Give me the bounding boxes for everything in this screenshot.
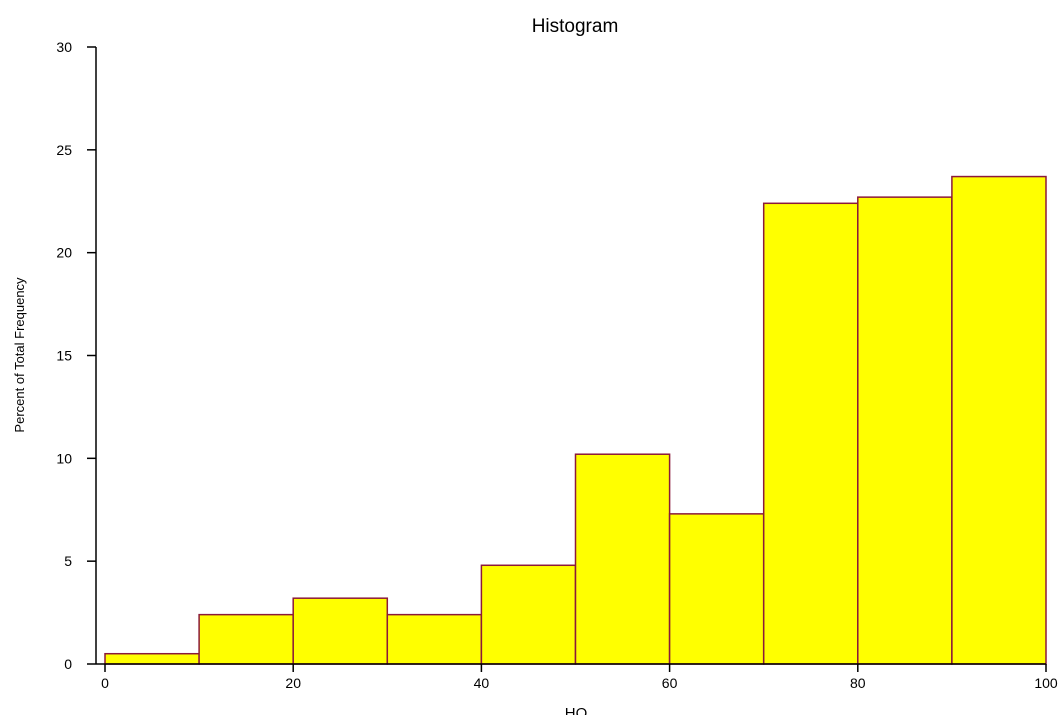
axes-group: 0 5 10 15 20 25 30 0 20 40 60 80 100 <box>56 39 1057 691</box>
x-tick-label: 20 <box>285 675 301 691</box>
x-tick-label: 100 <box>1034 675 1058 691</box>
y-tick-label: 5 <box>64 553 72 569</box>
chart-title: Histogram <box>532 16 619 37</box>
x-tick-label: 40 <box>474 675 490 691</box>
histogram-bar <box>480 564 577 665</box>
x-tick-label: 80 <box>850 675 866 691</box>
histogram-bar <box>951 175 1047 665</box>
histogram-bar <box>292 597 389 665</box>
histogram-bar <box>762 202 859 665</box>
y-tick-label: 30 <box>56 39 72 55</box>
y-tick-label: 10 <box>56 450 72 466</box>
y-tick-label: 15 <box>56 348 72 364</box>
histogram-bar <box>198 613 294 665</box>
y-axis-label: Percent of Total Frequency <box>12 277 27 433</box>
y-tick-label: 0 <box>64 656 72 672</box>
histogram-bar <box>104 652 200 665</box>
x-axis-label: HQ <box>565 705 588 715</box>
histogram-bar <box>386 613 483 665</box>
x-tick-label: 0 <box>101 675 109 691</box>
x-tick-label: 60 <box>662 675 678 691</box>
bars-group <box>104 175 1047 665</box>
histogram-bar <box>668 513 765 665</box>
y-tick-label: 25 <box>56 142 72 158</box>
histogram-bar <box>574 453 671 665</box>
y-tick-label: 20 <box>56 245 72 261</box>
histogram-bar <box>857 196 953 665</box>
